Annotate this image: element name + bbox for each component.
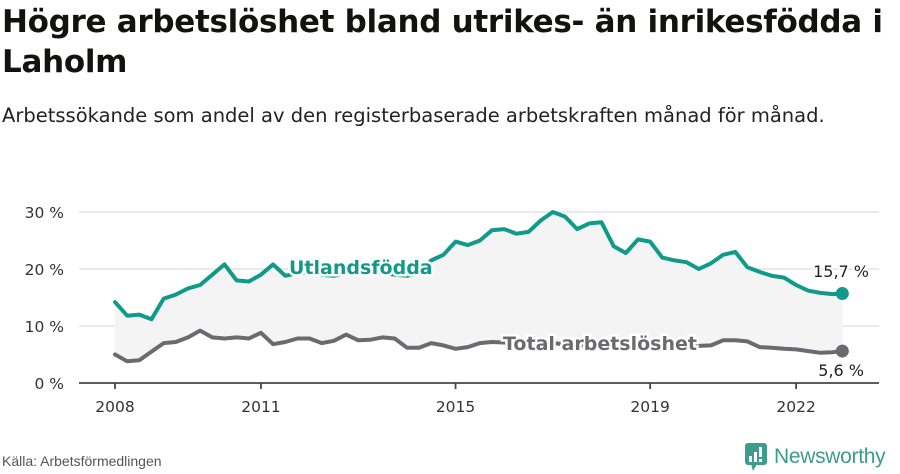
x-tick-label: 2019 <box>630 398 669 416</box>
gap-band <box>115 212 843 362</box>
brand-name: Newsworthy <box>774 445 886 468</box>
x-axis: 2008 2011 2015 2019 2022 <box>79 382 879 416</box>
foreign-born-end-value: 15,7 % <box>813 262 869 281</box>
foreign-born-line <box>113 210 845 322</box>
x-tick-label: 2022 <box>776 398 815 416</box>
y-tick-label: 10 % <box>25 318 64 336</box>
y-tick-label: 0 % <box>34 375 64 393</box>
total-end-dot <box>835 344 849 358</box>
newsworthy-logo: Newsworthy <box>745 442 886 472</box>
x-tick-label: 2011 <box>241 398 280 416</box>
chart-title: Högre arbetslöshet bland utrikes- än inr… <box>2 4 883 80</box>
y-tick-label: 20 % <box>25 261 64 279</box>
foreign-born-end-dot <box>835 287 849 301</box>
x-tick-label: 2008 <box>95 398 134 416</box>
y-axis-labels: 0 % 10 % 20 % 30 % <box>25 204 64 393</box>
chart-subtitle: Arbetssökande som andel av den registerb… <box>2 104 825 127</box>
total-unemployment-line <box>113 328 845 364</box>
total-series-label: Total arbetslöshet <box>503 333 697 355</box>
total-end-value: 5,6 % <box>818 361 864 380</box>
bar-chart-speech-bubble-icon <box>745 443 767 471</box>
foreign-born-series-label: Utlandsfödda <box>289 257 433 279</box>
source-note: Källa: Arbetsförmedlingen <box>2 453 162 469</box>
x-tick-label: 2015 <box>436 398 475 416</box>
y-tick-label: 30 % <box>25 204 64 222</box>
